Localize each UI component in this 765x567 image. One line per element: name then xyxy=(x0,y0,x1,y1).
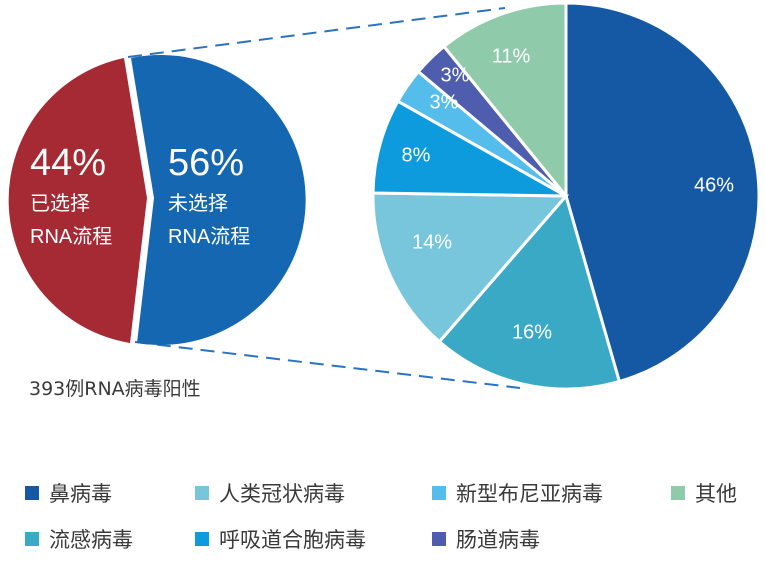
slice-label-line1: 已选择 xyxy=(30,192,90,215)
legend-item-enterovirus: 肠道病毒 xyxy=(432,524,540,554)
legend-label: 呼吸道合胞病毒 xyxy=(219,528,366,552)
right-pie: 46% 16% 14% 8% 3% 3% 11% xyxy=(371,1,761,391)
pie-slice-unselected xyxy=(131,54,306,345)
pie-slice xyxy=(371,99,567,198)
slice-label: 3% xyxy=(430,91,459,113)
chart-caption: 393例RNA病毒阳性 xyxy=(29,378,201,400)
legend-swatch xyxy=(432,486,446,500)
legend-swatch xyxy=(432,532,446,546)
pie-slice xyxy=(437,192,622,391)
slice-label: 16% xyxy=(512,321,552,343)
pie-slice xyxy=(564,1,761,384)
slice-label: 3% xyxy=(441,64,470,86)
connector-line-top xyxy=(127,7,506,58)
legend-item-coronavirus: 人类冠状病毒 xyxy=(195,478,345,508)
slice-label-line2: RNA流程 xyxy=(168,225,250,248)
legend-swatch xyxy=(195,532,209,546)
legend-label: 肠道病毒 xyxy=(456,528,540,552)
legend-label: 新型布尼亚病毒 xyxy=(456,482,603,506)
pie-slice xyxy=(441,1,568,201)
pie-chart-area: 44% 已选择 RNA流程 56% 未选择 RNA流程 46% 16% 14% 8% 3% 3% 11… xyxy=(8,1,761,391)
legend-swatch xyxy=(195,486,209,500)
legend-item-influenza: 流感病毒 xyxy=(25,524,133,554)
left-pie: 44% 已选择 RNA流程 56% 未选择 RNA流程 xyxy=(8,54,306,345)
legend-item-bunyavirus: 新型布尼亚病毒 xyxy=(432,478,603,508)
slice-label: 11% xyxy=(492,45,531,67)
legend-item-other: 其他 xyxy=(671,478,737,508)
legend-swatch xyxy=(671,486,685,500)
slice-label: 14% xyxy=(412,231,452,253)
slice-label: 46% xyxy=(694,174,734,196)
legend-label: 其他 xyxy=(695,482,737,506)
legend-label: 鼻病毒 xyxy=(49,482,112,506)
pie-slice-selected xyxy=(8,58,148,343)
slice-label-line2: RNA流程 xyxy=(30,225,112,248)
legend-item-rhinovirus: 鼻病毒 xyxy=(25,478,112,508)
legend-item-rsv: 呼吸道合胞病毒 xyxy=(195,524,366,554)
legend-label: 人类冠状病毒 xyxy=(219,482,345,506)
pie-slice xyxy=(371,191,570,344)
legend-label: 流感病毒 xyxy=(49,528,133,552)
slice-percent: 44% xyxy=(30,142,106,184)
slice-percent: 56% xyxy=(168,142,244,184)
legend-swatch xyxy=(25,532,39,546)
legend-swatch xyxy=(25,486,39,500)
slice-label: 8% xyxy=(402,144,431,166)
slice-label-line1: 未选择 xyxy=(168,192,228,215)
